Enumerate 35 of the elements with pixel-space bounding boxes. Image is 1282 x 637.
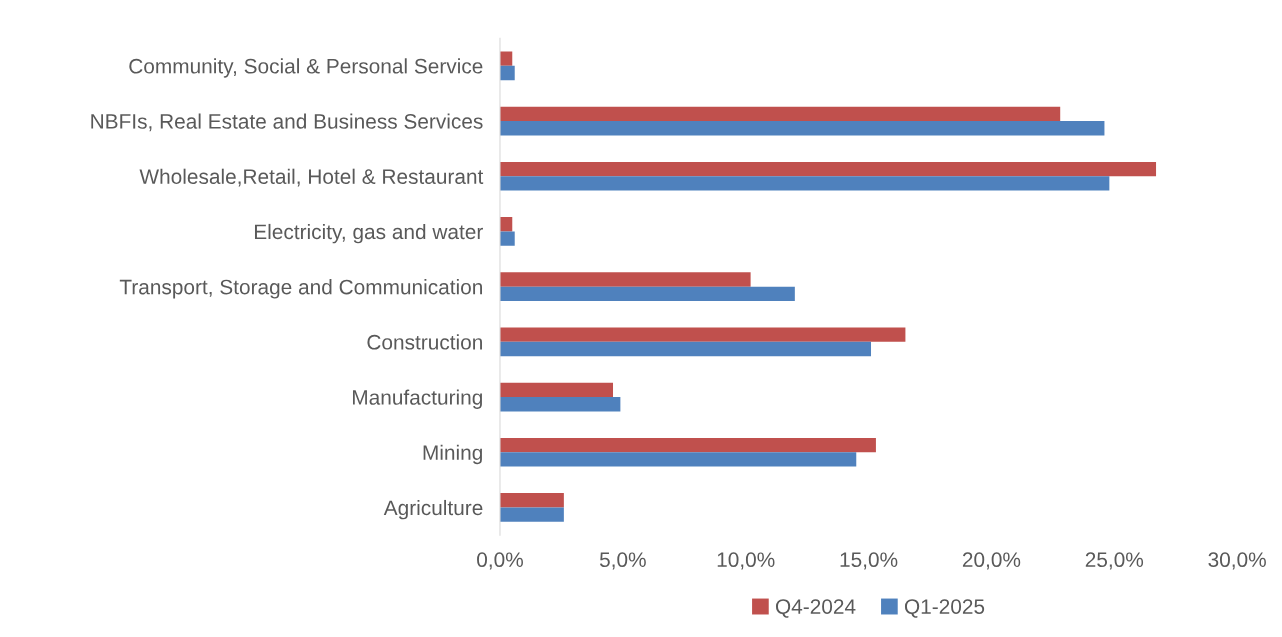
- x-tick-label: 0,0%: [477, 552, 523, 570]
- bar: [499, 176, 1110, 191]
- y-tick-label: Agriculture: [383, 499, 483, 520]
- bar: [499, 51, 513, 66]
- bar: [499, 231, 515, 246]
- y-tick-label: Construction: [367, 334, 482, 350]
- y-tick-label: Manufacturing: [353, 389, 482, 409]
- bar: [499, 341, 872, 357]
- y-tick-label: Electricity, gas and water: [254, 223, 483, 244]
- x-tick-label: 10,0%: [717, 552, 775, 570]
- bar: [499, 507, 564, 522]
- y-tick-label: Wholesale,Retail, Hotel & Restaurant: [139, 168, 484, 187]
- legend-label: Q1-2025: [904, 599, 985, 618]
- bar: [499, 452, 857, 467]
- bar: [499, 272, 751, 287]
- y-tick-label: Community, Social & Personal Service: [129, 58, 483, 78]
- y-tick-label: Transport, Storage and Communication: [119, 279, 482, 299]
- x-tick-label: 15,0%: [840, 552, 898, 570]
- bar: [499, 106, 1061, 122]
- bar: [499, 65, 515, 81]
- bar: [499, 437, 876, 453]
- x-tick-label: 25,0%: [1085, 552, 1144, 570]
- x-tick-label: 30,0%: [1208, 552, 1266, 570]
- legend-label: Q4-2024: [775, 599, 856, 618]
- y-tick-label: NBFIs, Real Estate and Business Services: [91, 113, 483, 132]
- bar: [499, 161, 1157, 177]
- y-tick-label: Mining: [423, 444, 482, 465]
- bar: [499, 286, 795, 301]
- bar: [499, 327, 906, 342]
- x-tick-label: 5,0%: [599, 552, 646, 570]
- bar: [499, 382, 614, 398]
- x-tick-label: 20,0%: [962, 552, 1021, 570]
- bar: [499, 493, 564, 508]
- bar: [499, 397, 621, 412]
- bar: [499, 121, 1105, 136]
